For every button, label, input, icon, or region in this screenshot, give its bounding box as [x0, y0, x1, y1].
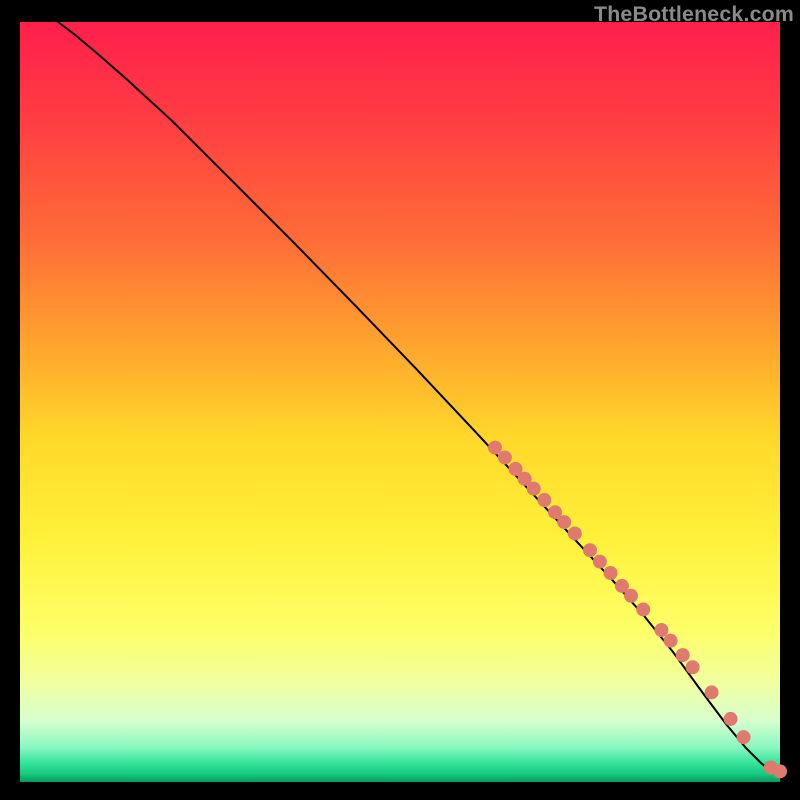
data-point — [604, 566, 618, 580]
data-point — [773, 764, 787, 778]
data-point — [636, 602, 650, 616]
watermark-text: TheBottleneck.com — [594, 2, 794, 27]
data-point — [724, 712, 738, 726]
data-point — [557, 515, 571, 529]
chart-frame: TheBottleneck.com — [0, 0, 800, 800]
data-point — [527, 482, 541, 496]
data-point — [568, 526, 582, 540]
data-point — [654, 623, 668, 637]
data-point — [624, 589, 638, 603]
data-point — [686, 660, 700, 674]
data-point — [537, 493, 551, 507]
data-point — [593, 555, 607, 569]
data-point — [498, 450, 512, 464]
data-point — [705, 685, 719, 699]
data-point — [488, 441, 502, 455]
data-point — [676, 648, 690, 662]
data-point — [664, 634, 678, 648]
data-point — [583, 543, 597, 557]
plot-background — [20, 22, 780, 782]
data-point — [737, 730, 751, 744]
chart-canvas — [0, 0, 800, 800]
